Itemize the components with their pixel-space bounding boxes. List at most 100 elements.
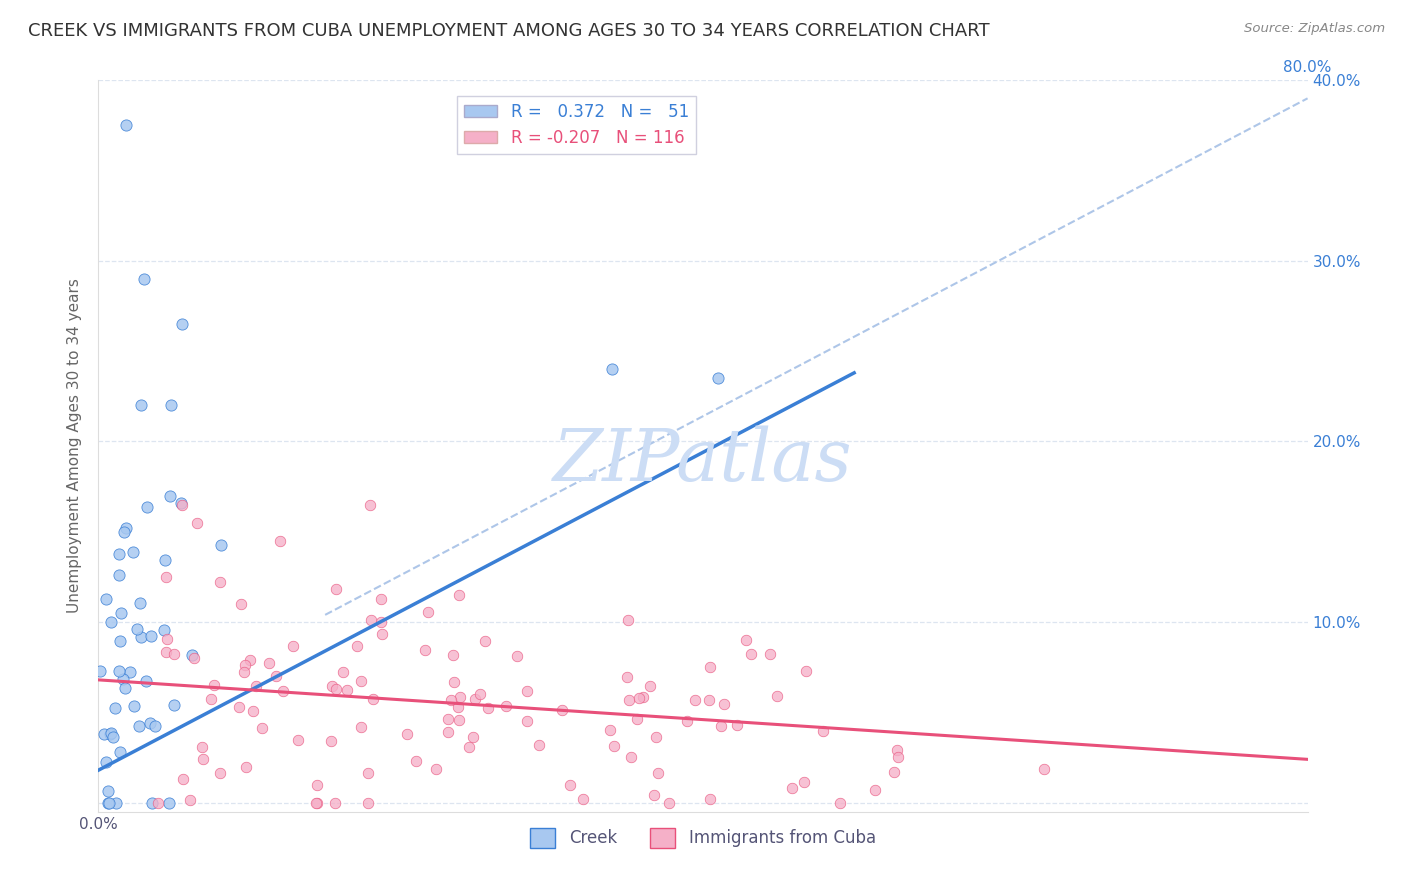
Point <box>440 692 463 706</box>
Point <box>114 119 136 133</box>
Point <box>157 796 180 810</box>
Point <box>120 665 142 679</box>
Point <box>264 668 287 682</box>
Point <box>128 719 150 733</box>
Point <box>571 791 593 805</box>
Point <box>191 739 214 754</box>
Point <box>357 796 380 810</box>
Point <box>332 665 354 679</box>
Point <box>560 779 582 793</box>
Point <box>139 629 162 643</box>
Point <box>170 317 193 331</box>
Point <box>425 762 447 776</box>
Point <box>108 664 131 678</box>
Point <box>233 658 256 673</box>
Point <box>516 684 538 698</box>
Point <box>319 733 342 747</box>
Point <box>616 670 638 684</box>
Point <box>231 597 253 611</box>
Point <box>740 648 762 662</box>
Point <box>470 687 492 701</box>
Point <box>725 718 748 732</box>
Point <box>707 371 730 385</box>
Point <box>1033 762 1056 776</box>
Point <box>361 692 384 706</box>
Point <box>146 796 169 810</box>
Point <box>447 588 470 602</box>
Point <box>551 703 574 717</box>
Point <box>127 622 149 636</box>
Point <box>245 679 267 693</box>
Point <box>110 607 132 621</box>
Point <box>699 659 721 673</box>
Point <box>156 632 179 646</box>
Point <box>122 545 145 559</box>
Point <box>599 723 621 737</box>
Point <box>139 715 162 730</box>
Point <box>271 684 294 698</box>
Point <box>830 796 852 810</box>
Point <box>626 712 648 726</box>
Point <box>395 727 418 741</box>
Point <box>183 650 205 665</box>
Point <box>697 693 720 707</box>
Point <box>239 652 262 666</box>
Point <box>602 739 624 753</box>
Point <box>172 772 194 787</box>
Point <box>883 764 905 779</box>
Point <box>257 657 280 671</box>
Point <box>405 755 427 769</box>
Point <box>713 697 735 711</box>
Point <box>89 664 111 678</box>
Point <box>765 690 787 704</box>
Point <box>103 730 125 744</box>
Point <box>443 674 465 689</box>
Point <box>360 613 382 627</box>
Point <box>209 766 232 780</box>
Point <box>228 700 250 714</box>
Point <box>865 783 887 797</box>
Point <box>129 630 152 644</box>
Point <box>325 582 347 597</box>
Point <box>200 692 222 706</box>
Point <box>886 749 908 764</box>
Point <box>143 719 166 733</box>
Point <box>107 568 129 582</box>
Point <box>647 766 669 780</box>
Point <box>437 712 460 726</box>
Point <box>759 647 782 661</box>
Point <box>97 796 120 810</box>
Point <box>209 538 232 552</box>
Point <box>132 272 155 286</box>
Y-axis label: Unemployment Among Ages 30 to 34 years: Unemployment Among Ages 30 to 34 years <box>67 278 83 614</box>
Point <box>676 714 699 729</box>
Point <box>111 672 134 686</box>
Point <box>97 796 120 810</box>
Point <box>209 575 232 590</box>
Point <box>181 648 204 662</box>
Point <box>122 699 145 714</box>
Point <box>153 623 176 637</box>
Point <box>100 615 122 629</box>
Point <box>235 759 257 773</box>
Point <box>458 739 481 754</box>
Point <box>97 784 120 798</box>
Point <box>495 698 517 713</box>
Text: CREEK VS IMMIGRANTS FROM CUBA UNEMPLOYMENT AMONG AGES 30 TO 34 YEARS CORRELATION: CREEK VS IMMIGRANTS FROM CUBA UNEMPLOYME… <box>28 22 990 40</box>
Point <box>370 615 392 630</box>
Point <box>155 570 177 584</box>
Point <box>645 730 668 744</box>
Point <box>371 627 394 641</box>
Point <box>506 648 529 663</box>
Point <box>160 398 183 412</box>
Point <box>447 713 470 727</box>
Text: Source: ZipAtlas.com: Source: ZipAtlas.com <box>1244 22 1385 36</box>
Point <box>179 793 201 807</box>
Point <box>163 698 186 712</box>
Point <box>620 750 643 764</box>
Point <box>108 745 131 759</box>
Point <box>602 362 624 376</box>
Point <box>233 665 256 679</box>
Point <box>346 639 368 653</box>
Point <box>735 632 758 647</box>
